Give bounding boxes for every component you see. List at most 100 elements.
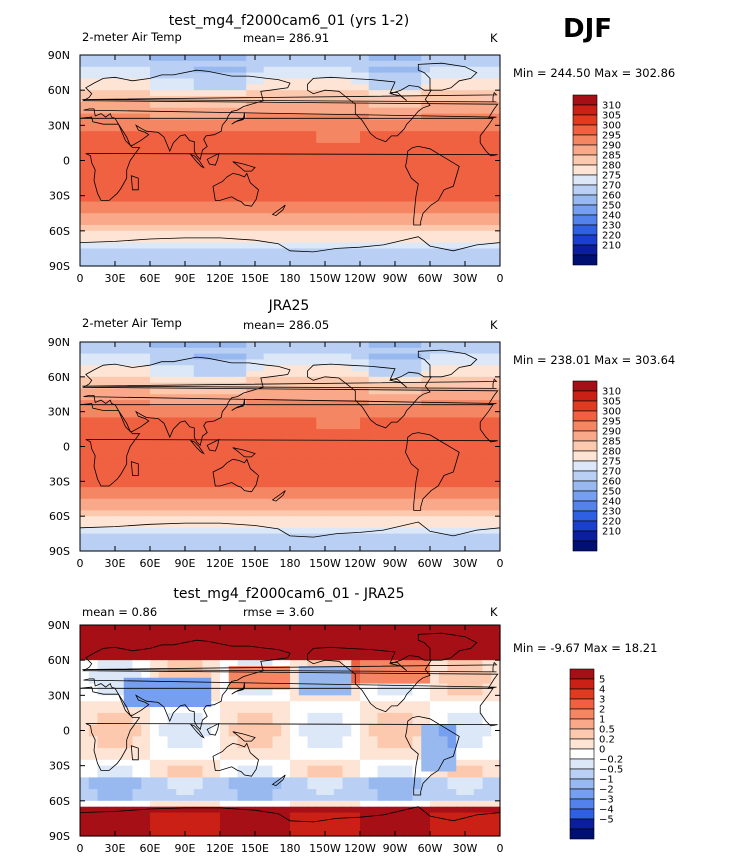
colorbar-swatch xyxy=(572,480,598,492)
colorbar-swatch xyxy=(572,224,598,236)
lon-tick-label: 120E xyxy=(206,557,234,570)
lon-tick-label: 60E xyxy=(140,272,161,285)
panel-1-title: test_mg4_f2000cam6_01 (yrs 1-2) xyxy=(168,13,410,29)
field-cells xyxy=(80,342,501,552)
lon-tick-label: 0 xyxy=(497,557,504,570)
lon-tick-label: 0 xyxy=(77,557,84,570)
field-cells xyxy=(80,625,501,837)
lon-tick-label: 120W xyxy=(344,557,376,570)
colorbar-swatch xyxy=(569,678,595,690)
colorbar-label: 2 xyxy=(599,705,605,716)
lat-tick-label: 0 xyxy=(63,155,70,168)
coastlines xyxy=(79,62,501,267)
colorbar-swatch xyxy=(572,430,598,442)
colorbar-label: −5 xyxy=(599,815,614,826)
panel-3-map: 90N 60N 30N 0 30S 60S 90S 0 30E 60E 90E 120E 150E 180… xyxy=(48,619,504,855)
colorbar-swatch xyxy=(572,400,598,412)
lat-tick-label: 90N xyxy=(48,336,70,349)
field-cells xyxy=(80,55,501,267)
colorbar-swatch xyxy=(569,738,595,750)
lat-tick-label: 60S xyxy=(49,225,70,238)
colorbar-swatch xyxy=(572,214,598,226)
colorbar-swatch xyxy=(569,818,595,830)
panel-2-title: JRA25 xyxy=(268,298,310,314)
colorbar-swatch xyxy=(572,254,598,266)
colorbar-swatch xyxy=(572,174,598,186)
lon-tick-label: 90W xyxy=(383,842,408,855)
lon-tick-label: 60W xyxy=(418,842,443,855)
colorbar-swatch xyxy=(569,788,595,800)
colorbar-swatch xyxy=(569,828,595,840)
lon-tick-label: 60W xyxy=(418,557,443,570)
colorbar-label: 4 xyxy=(599,685,605,696)
lat-tick-label: 0 xyxy=(63,725,70,738)
panel-3-minmax: Min = -9.67 Max = 18.21 xyxy=(513,641,658,655)
colorbar-label: 310 xyxy=(602,387,621,398)
colorbar-swatch xyxy=(572,420,598,432)
colorbar-label: 5 xyxy=(599,675,605,686)
colorbar-swatch xyxy=(572,450,598,462)
colorbar-swatch xyxy=(572,520,598,532)
colorbar-label: 305 xyxy=(602,111,621,122)
lon-tick-label: 30W xyxy=(453,842,478,855)
lon-tick-label: 30W xyxy=(453,272,478,285)
colorbar-label: 250 xyxy=(602,487,621,498)
colorbar-swatch xyxy=(569,808,595,820)
lon-tick-label: 30E xyxy=(105,557,126,570)
lon-tick-label: 90E xyxy=(175,272,196,285)
colorbar-label: 290 xyxy=(602,427,621,438)
colorbar-label: 270 xyxy=(602,467,621,478)
lat-tick-label: 30N xyxy=(48,119,70,132)
lon-tick-label: 120E xyxy=(206,842,234,855)
colorbar-label: 240 xyxy=(602,497,621,508)
colorbar-swatch xyxy=(569,718,595,730)
colorbar-swatch xyxy=(572,144,598,156)
coastlines xyxy=(79,632,501,837)
panel-1-minmax: Min = 244.50 Max = 302.86 xyxy=(513,66,676,80)
colorbar-swatch xyxy=(572,470,598,482)
colorbar-swatch xyxy=(569,708,595,720)
colorbar-swatch xyxy=(572,460,598,472)
colorbar-label: 210 xyxy=(602,527,621,538)
colorbar-label: 290 xyxy=(602,141,621,152)
colorbar-label: 300 xyxy=(602,407,621,418)
panel-2-map: 90N 60N 30N 0 30S 60S 90S 0 30E 60E 90E 120E 150E 180… xyxy=(48,336,504,570)
lon-tick-label: 90E xyxy=(175,557,196,570)
colorbar-swatch xyxy=(569,698,595,710)
colorbar-swatch xyxy=(572,194,598,206)
colorbar-label: 3 xyxy=(599,695,605,706)
colorbar-swatch xyxy=(572,154,598,166)
colorbar-label: 230 xyxy=(602,221,621,232)
lon-tick-label: 180 xyxy=(280,557,301,570)
lat-tick-label: 30N xyxy=(48,406,70,419)
colorbar-label: 275 xyxy=(602,457,621,468)
colorbar-label: 240 xyxy=(602,211,621,222)
coastlines xyxy=(79,349,501,552)
colorbar-swatch xyxy=(569,728,595,740)
colorbar-label: 295 xyxy=(602,417,621,428)
colorbar-swatch xyxy=(572,94,598,106)
colorbar-swatch xyxy=(572,234,598,246)
lat-tick-label: 90S xyxy=(49,545,70,558)
lon-tick-label: 30W xyxy=(453,557,478,570)
colorbar-swatch xyxy=(569,748,595,760)
panel-1-units-label: K xyxy=(490,31,498,45)
lon-tick-label: 180 xyxy=(280,272,301,285)
lat-tick-label: 60S xyxy=(49,510,70,523)
lon-tick-label: 0 xyxy=(77,272,84,285)
colorbar-swatch xyxy=(569,668,595,680)
panel-1-mean-label: mean= 286.91 xyxy=(243,31,330,45)
lat-tick-label: 60N xyxy=(48,371,70,384)
colorbar-swatch xyxy=(572,164,598,176)
lon-tick-label: 150W xyxy=(309,557,341,570)
colorbar-swatch xyxy=(569,798,595,810)
colorbar-label: −1 xyxy=(599,775,614,786)
lon-tick-label: 120E xyxy=(206,272,234,285)
colorbar-label: 210 xyxy=(602,241,621,252)
colorbar-swatch xyxy=(572,104,598,116)
colorbar-swatch xyxy=(569,758,595,770)
colorbar-label: 280 xyxy=(602,161,621,172)
lon-tick-label: 150E xyxy=(241,557,269,570)
colorbar-label: 230 xyxy=(602,507,621,518)
colorbar-label: 0.2 xyxy=(599,735,615,746)
